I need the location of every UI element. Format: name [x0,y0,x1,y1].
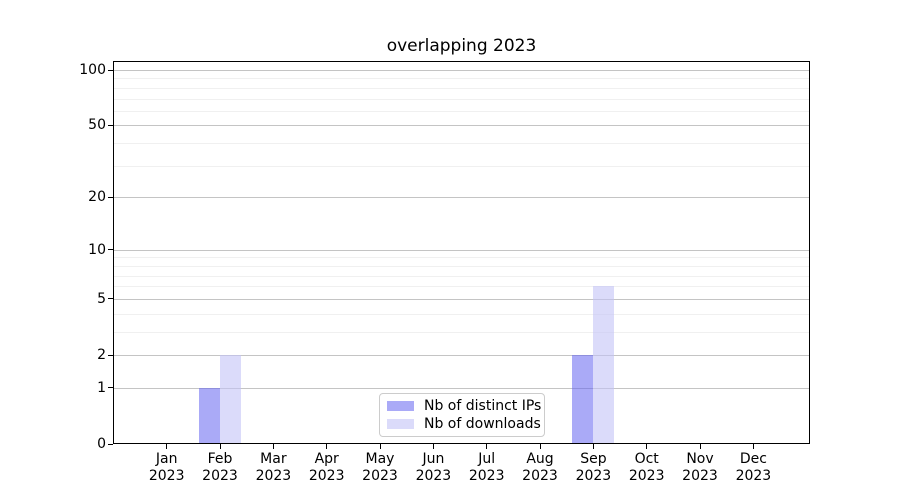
x-tick-year: 2023 [202,468,238,484]
gridline-minor [114,78,809,80]
x-axis-tick [486,444,488,449]
x-tick-month: Nov [686,451,714,467]
gridline-major [114,355,809,356]
legend-item: Nb of downloads [387,415,541,433]
x-tick-year: 2023 [308,468,345,484]
gridline-major [114,125,809,127]
x-tick-month: Apr [314,451,339,467]
gridline-major [114,70,809,71]
gridline-minor [114,165,809,167]
legend: Nb of distinct IPs Nb of downloads [379,393,545,437]
x-axis-tick [166,444,168,449]
x-tick-year: 2023 [468,468,505,484]
gridline-minor [114,98,809,100]
y-axis-tick [108,298,113,300]
y-tick-label: 10 [88,241,106,258]
x-tick-month: Aug [526,451,554,467]
bar-downloads [220,355,241,444]
x-tick-month: Jan [155,451,178,467]
x-tick-month: Jun [422,451,445,467]
gridline-minor [114,143,809,145]
y-tick-label: 100 [79,62,106,78]
y-axis-tick [108,124,113,126]
y-axis-tick [108,443,113,445]
x-axis-tick [272,444,274,449]
x-axis-tick [432,444,434,449]
x-tick-month: Mar [260,451,287,467]
gridline-minor [114,313,809,315]
x-tick-year: 2023 [362,468,398,484]
x-axis-tick [326,444,328,449]
x-tick-year: 2023 [628,468,665,484]
y-tick-label: 1 [97,379,106,396]
x-tick-label: Feb 2023 [190,451,250,485]
legend-swatch [387,419,414,429]
x-axis-tick [699,444,701,449]
gridline-minor [114,331,809,333]
x-tick-label: Nov 2023 [670,451,730,485]
x-tick-year: 2023 [255,468,292,484]
plot-area-border [113,61,810,444]
x-tick-year: 2023 [415,468,452,484]
x-tick-month: Oct [634,451,659,467]
legend-item: Nb of distinct IPs [387,397,541,415]
legend-swatch [387,401,414,411]
gridline-major [114,249,809,251]
x-tick-month: Jul [478,451,496,467]
y-tick-label: 0 [97,436,106,452]
x-axis-tick [539,444,541,449]
legend-label: Nb of downloads [424,416,541,432]
gridline-minor [114,110,809,112]
x-axis-tick [646,444,648,449]
x-tick-year: 2023 [735,468,772,484]
y-axis-tick [108,387,113,389]
x-axis-tick [592,444,594,449]
gridline-minor [114,257,809,259]
gridline-major [114,387,809,389]
x-tick-label: Oct 2023 [617,451,677,485]
x-tick-label: Jul 2023 [457,451,517,485]
x-axis-tick [219,444,221,449]
y-tick-label: 20 [88,189,106,206]
x-tick-label: May 2023 [350,451,410,485]
x-tick-label: Mar 2023 [243,451,303,485]
y-axis-tick [108,249,113,251]
gridline-minor [114,87,809,89]
y-axis-tick [108,354,113,356]
gridline-major [114,197,809,199]
x-tick-label: Sep 2023 [563,451,623,485]
gridline-minor [114,286,809,288]
x-axis-tick [752,444,754,449]
x-tick-label: Apr 2023 [297,451,357,485]
x-tick-year: 2023 [682,468,718,484]
x-tick-label: Jan 2023 [137,451,197,485]
x-tick-month: Dec [739,451,767,467]
x-tick-month: Sep [580,451,607,467]
y-tick-label: 2 [97,347,106,363]
x-axis-tick [379,444,381,449]
x-tick-month: May [365,451,395,467]
legend-label: Nb of distinct IPs [424,398,542,414]
x-tick-label: Aug 2023 [510,451,570,485]
x-tick-year: 2023 [575,468,612,484]
x-tick-year: 2023 [148,468,185,484]
y-axis-tick [108,196,113,198]
bar-downloads [593,286,615,444]
gridline-minor [114,275,809,277]
y-tick-label: 5 [97,290,106,307]
gridline-minor [114,265,809,267]
x-tick-label: Jun 2023 [403,451,463,485]
gridline-major [114,298,809,300]
x-tick-year: 2023 [522,468,558,484]
bar-distinct-ips [572,355,594,444]
y-axis-tick [108,69,113,71]
chart-title: overlapping 2023 [386,36,537,56]
x-tick-label: Dec 2023 [723,451,783,485]
x-tick-month: Feb [207,451,233,467]
bar-distinct-ips [199,387,220,444]
y-tick-label: 50 [88,117,106,134]
